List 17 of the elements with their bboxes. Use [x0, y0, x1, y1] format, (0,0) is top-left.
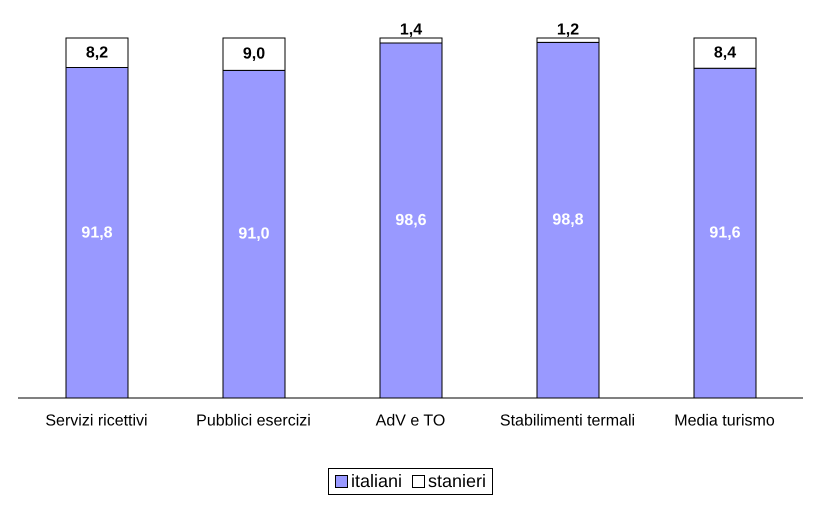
legend-label: italiani: [350, 471, 402, 492]
data-label: 1,4: [400, 22, 422, 38]
x-tick-label: Pubblici esercizi: [196, 412, 311, 430]
data-label: 98,8: [552, 212, 584, 229]
data-label: 91,0: [238, 226, 270, 243]
data-label: 1,2: [556, 22, 580, 38]
x-tick-label: Media turismo: [674, 412, 775, 430]
x-tick-label: AdV e TO: [376, 412, 446, 430]
data-label: 8,4: [714, 44, 736, 62]
data-label: 91,8: [81, 224, 113, 242]
legend-label: stanieri: [428, 471, 486, 492]
data-label: 8,2: [86, 44, 108, 62]
x-tick-label: Servizi ricettivi: [45, 412, 148, 430]
x-tick-label: Stabilimenti termali: [500, 412, 636, 430]
data-label: 98,6: [395, 212, 427, 230]
data-label: 9,0: [242, 46, 266, 63]
data-label: 91,6: [709, 224, 741, 242]
